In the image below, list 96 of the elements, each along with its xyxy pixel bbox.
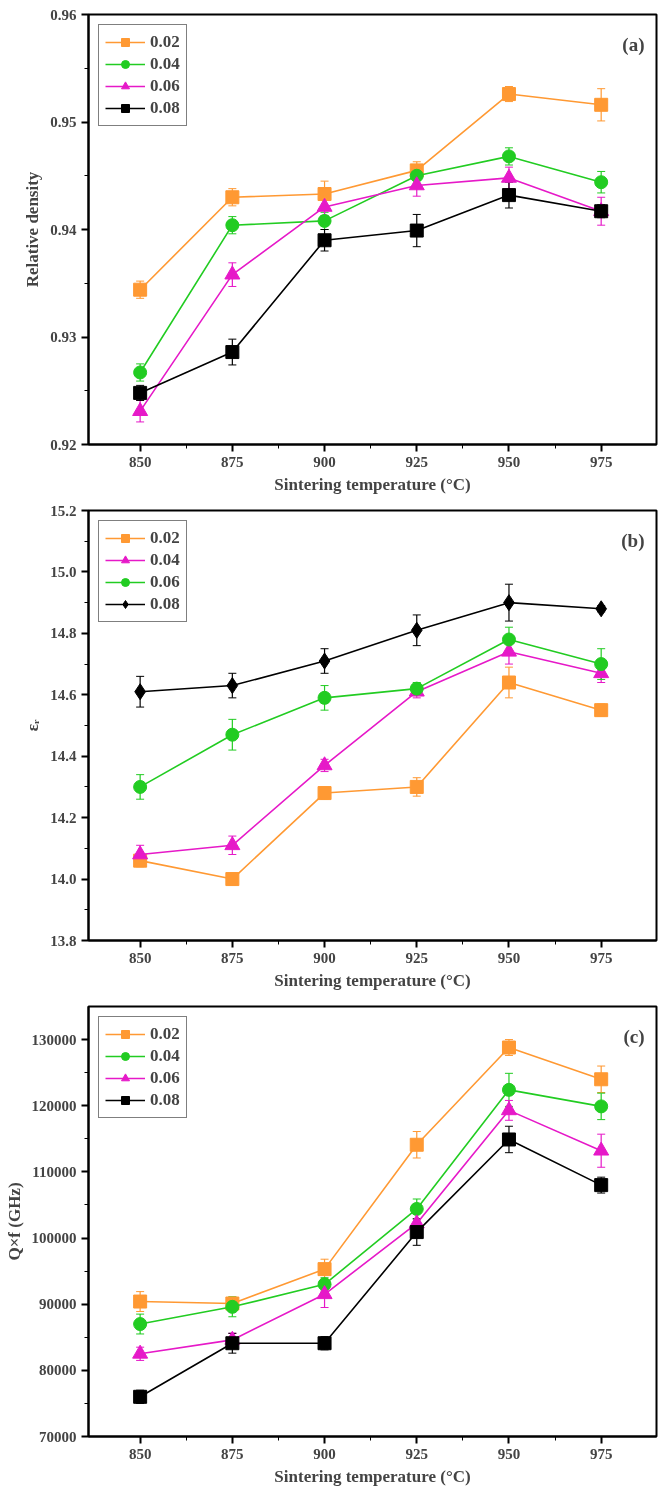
point (595, 600, 608, 618)
y-tick-label: 0.94 (50, 221, 77, 238)
legend-label: 0.04 (150, 549, 180, 571)
point (500, 1101, 517, 1116)
y-tick-label: 15.0 (50, 563, 77, 580)
point (409, 1137, 424, 1152)
legend-label: 0.04 (150, 53, 180, 75)
y-tick-label: 120000 (31, 1097, 77, 1114)
y-tick-label: 0.96 (50, 6, 77, 23)
y-tick-label: 13.8 (50, 932, 77, 949)
x-axis-title: Sintering temperature (°C) (274, 970, 471, 990)
legend-label: 0.06 (150, 75, 180, 97)
x-tick-label: 950 (497, 949, 521, 966)
point (316, 756, 333, 771)
point (594, 175, 609, 190)
point (133, 1294, 148, 1309)
x-tick-label: 875 (221, 1445, 244, 1462)
annotation: (b) (621, 529, 645, 552)
y-tick-label: 14.2 (50, 809, 77, 826)
y-tick-label: 14.8 (50, 625, 77, 642)
y-tick-label: 110000 (32, 1163, 77, 1180)
point (317, 1262, 332, 1277)
y-tick-label: 0.93 (50, 329, 77, 345)
y-tick-label: 70000 (39, 1428, 77, 1445)
point (317, 187, 332, 202)
point (501, 632, 516, 647)
x-tick-label: 900 (313, 453, 336, 470)
y-axis-title: Q×f (GHz) (4, 1182, 24, 1261)
point (409, 1225, 424, 1240)
point (594, 1072, 609, 1087)
point (409, 1201, 424, 1216)
point (317, 690, 332, 705)
x-tick-label: 975 (589, 949, 613, 966)
point (501, 1082, 516, 1097)
x-tick-label: 925 (405, 1445, 429, 1462)
point (501, 188, 516, 203)
point (225, 1336, 240, 1351)
point (132, 845, 149, 860)
x-tick-label: 850 (128, 949, 152, 966)
legend-label: 0.04 (150, 1045, 180, 1067)
x-tick-label: 850 (128, 453, 152, 470)
x-tick-label: 950 (497, 1445, 521, 1462)
point (133, 779, 148, 794)
legend-label: 0.08 (150, 97, 180, 119)
annotation: (c) (623, 1025, 645, 1048)
x-axis-title: Sintering temperature (°C) (274, 474, 471, 494)
point (410, 621, 423, 639)
legend-label: 0.02 (150, 31, 180, 53)
point (133, 1317, 148, 1332)
point (226, 677, 239, 695)
x-tick-label: 900 (313, 949, 336, 966)
y-tick-label: 15.2 (50, 502, 77, 519)
x-tick-label: 850 (128, 1445, 152, 1462)
x-tick-label: 950 (497, 453, 521, 470)
y-tick-label: 90000 (39, 1296, 77, 1313)
y-tick-label: 0.92 (50, 436, 77, 453)
x-tick-label: 925 (405, 949, 429, 966)
point (225, 872, 240, 887)
point (501, 1132, 516, 1147)
y-axis-title: εᵣ (23, 719, 43, 732)
x-tick-label: 925 (405, 453, 429, 470)
y-tick-label: 14.6 (50, 686, 77, 703)
point (132, 402, 149, 417)
legend-label: 0.02 (150, 1023, 180, 1045)
point (318, 652, 331, 670)
x-tick-label: 975 (589, 1445, 613, 1462)
y-tick-label: 14.4 (50, 748, 77, 765)
x-tick-label: 975 (589, 453, 613, 470)
x-tick-label: 900 (313, 1445, 336, 1462)
y-axis-title: Relative density (23, 171, 43, 288)
point (224, 836, 241, 851)
point (225, 727, 240, 742)
legend-label: 0.08 (150, 1089, 180, 1111)
legend-label: 0.08 (150, 593, 180, 615)
point (593, 1141, 610, 1156)
legend-label: 0.06 (150, 571, 180, 593)
point (317, 786, 332, 801)
annotation: (a) (622, 33, 645, 56)
point (594, 1099, 609, 1114)
x-tick-label: 875 (221, 949, 244, 966)
x-axis-title: Sintering temperature (°C) (274, 1466, 471, 1486)
y-tick-label: 0.95 (50, 114, 77, 130)
y-tick-label: 130000 (31, 1031, 77, 1048)
y-tick-label: 100000 (31, 1230, 77, 1247)
legend-label: 0.02 (150, 527, 180, 549)
point (316, 1285, 333, 1300)
point (501, 675, 516, 690)
point (594, 657, 609, 672)
y-tick-label: 80000 (39, 1362, 77, 1379)
y-tick-label: 14.0 (50, 871, 77, 888)
point (594, 97, 609, 112)
point (409, 223, 424, 238)
legend-label: 0.06 (150, 1067, 180, 1089)
point (225, 345, 240, 360)
point (317, 233, 332, 248)
x-tick-label: 875 (221, 453, 244, 470)
